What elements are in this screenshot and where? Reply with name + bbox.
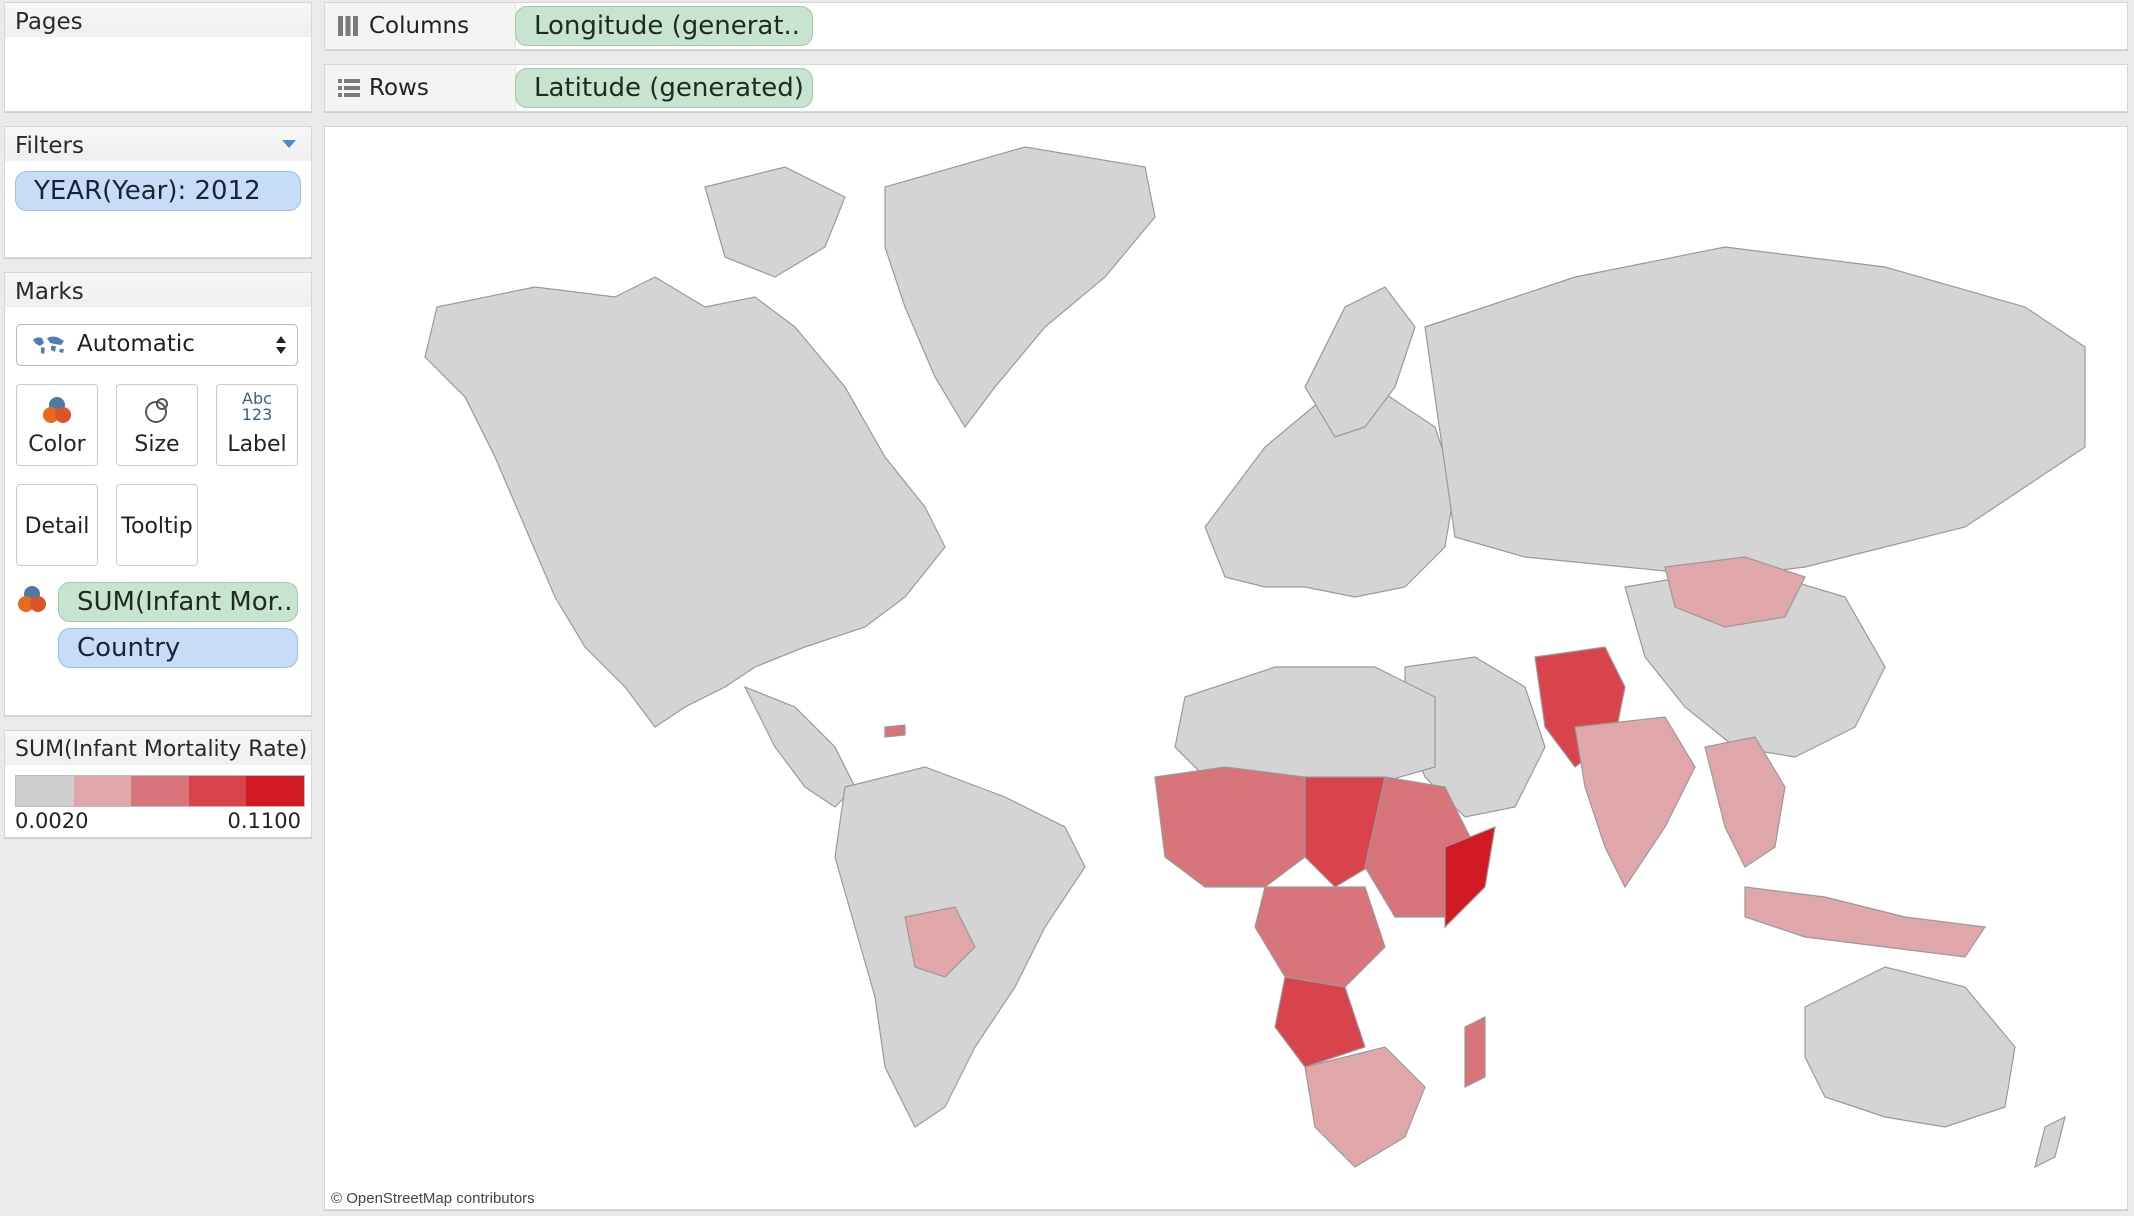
rows-icon (338, 79, 360, 97)
region-sahel (1304, 776, 1386, 888)
region-new-zealand (2034, 1115, 2066, 1169)
mark-type-label: Automatic (77, 331, 195, 357)
marks-title: Marks (15, 279, 84, 305)
map-view[interactable]: © OpenStreetMap contributors (324, 126, 2128, 1210)
color-button-label: Color (28, 432, 86, 457)
legend-title: SUM(Infant Mortality Rate) (15, 737, 308, 762)
detail-button-label: Detail (24, 514, 90, 539)
label-button-label: Label (227, 432, 287, 457)
size-button[interactable]: Size (116, 384, 198, 466)
region-west-africa (1154, 766, 1306, 888)
region-madagascar (1464, 1016, 1486, 1088)
filters-menu-icon[interactable] (281, 139, 297, 149)
pages-title: Pages (15, 9, 83, 35)
legend-swatch (246, 776, 304, 806)
label-button[interactable]: Abc 123 Label (216, 384, 298, 466)
legend-card: SUM(Infant Mortality Rate) 0.0020 0.1100 (4, 730, 312, 838)
map-attribution[interactable]: © OpenStreetMap contributors (331, 1190, 535, 1207)
color-button[interactable]: Color (16, 384, 98, 466)
legend-max-label: 0.1100 (227, 809, 301, 833)
region-haiti (884, 724, 906, 738)
columns-shelf-header: Columns (325, 3, 516, 49)
legend-swatch (73, 776, 132, 806)
region-central-america (743, 685, 856, 808)
region-australia (1804, 966, 2016, 1128)
legend-min-label: 0.0020 (15, 809, 89, 833)
label-icon: Abc 123 (241, 389, 273, 424)
region-angola (1274, 976, 1366, 1068)
world-map[interactable] (325, 127, 2127, 1209)
color-field-icon (18, 586, 46, 612)
region-scandinavia (1304, 286, 1416, 438)
pages-card: Pages (4, 2, 312, 112)
columns-icon (338, 16, 358, 36)
region-somalia (1444, 826, 1496, 929)
region-india (1574, 716, 1696, 889)
region-central-africa (1254, 886, 1386, 988)
pages-header (5, 3, 311, 37)
region-bolivia (904, 906, 976, 978)
tooltip-button[interactable]: Tooltip (116, 484, 198, 566)
legend-header (5, 731, 311, 765)
filter-pill-year[interactable]: YEAR(Year): 2012 (15, 171, 301, 211)
region-north-america (424, 276, 946, 728)
region-arctic-islands (704, 166, 846, 278)
columns-shelf[interactable]: Columns Longitude (generat.. (324, 2, 2128, 50)
legend-swatch (131, 776, 189, 806)
rows-pill[interactable]: Latitude (generated) (515, 68, 813, 108)
columns-label: Columns (369, 13, 470, 39)
map-icon (33, 336, 64, 354)
region-greenland (884, 146, 1156, 429)
size-icon (145, 398, 168, 423)
legend-color-ramp (15, 775, 305, 807)
filters-header (5, 127, 311, 161)
region-north-africa (1174, 666, 1436, 788)
tooltip-button-label: Tooltip (121, 514, 193, 539)
filters-card: Filters YEAR(Year): 2012 (4, 126, 312, 258)
size-button-label: Size (134, 432, 180, 457)
color-field-pill[interactable]: SUM(Infant Mor.. (58, 582, 298, 622)
marks-header (5, 273, 311, 307)
legend-swatch (16, 776, 74, 806)
columns-pill[interactable]: Longitude (generat.. (515, 6, 813, 46)
detail-field-pill[interactable]: Country (58, 628, 298, 668)
region-indonesia (1744, 886, 1987, 958)
region-mongolia (1664, 556, 1806, 628)
rows-shelf-header: Rows (325, 65, 516, 111)
region-russia (1424, 246, 2086, 578)
mark-type-dropdown[interactable]: Automatic (16, 324, 298, 366)
color-icon (43, 397, 71, 423)
region-southern-africa (1304, 1046, 1426, 1168)
rows-shelf[interactable]: Rows Latitude (generated) (324, 64, 2128, 112)
region-southeast-asia (1704, 736, 1786, 868)
rows-label: Rows (369, 75, 429, 101)
filters-title: Filters (15, 133, 84, 159)
detail-button[interactable]: Detail (16, 484, 98, 566)
legend-swatch (188, 776, 247, 806)
dropdown-arrows-icon (276, 336, 286, 354)
